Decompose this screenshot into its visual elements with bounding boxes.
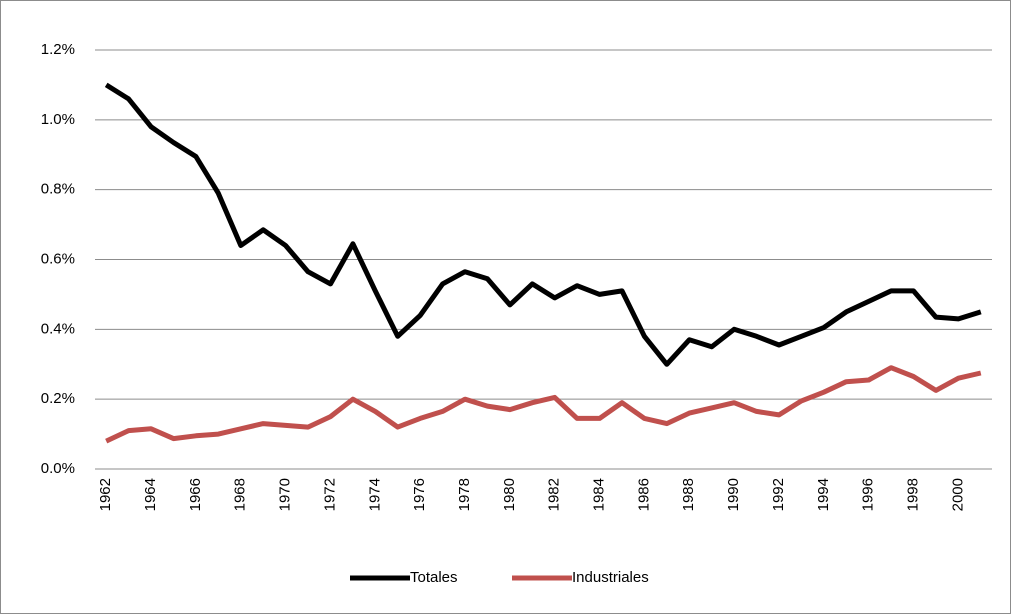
y-tick-label: 0.0% xyxy=(41,460,75,477)
x-tick-label: 1986 xyxy=(635,478,652,511)
x-tick-label: 1996 xyxy=(860,478,877,511)
x-tick-label: 1968 xyxy=(232,478,249,511)
x-tick-label: 1998 xyxy=(904,478,921,511)
line-series xyxy=(105,365,982,444)
x-tick-label: 1980 xyxy=(501,478,518,511)
x-tick-label: 1962 xyxy=(97,478,114,511)
x-tick-label: 1974 xyxy=(366,478,383,511)
y-tick-label: 1.2% xyxy=(41,41,75,58)
y-tick-label: 0.2% xyxy=(41,390,75,407)
x-tick-label: 1966 xyxy=(187,478,204,511)
x-tick-label: 1972 xyxy=(321,478,338,511)
line-series xyxy=(104,82,982,367)
x-tick-label: 1988 xyxy=(680,478,697,511)
x-tick-label: 1978 xyxy=(456,478,473,511)
legend-label: Industriales xyxy=(572,569,649,586)
x-tick-label: 1994 xyxy=(815,478,832,511)
x-tick-label: 1964 xyxy=(142,478,159,511)
legend-label: Totales xyxy=(410,569,458,586)
x-tick-label: 1992 xyxy=(770,478,787,511)
x-tick-label: 2000 xyxy=(949,478,966,511)
x-tick-label: 1976 xyxy=(411,478,428,511)
x-tick-label: 1970 xyxy=(277,478,294,511)
y-tick-label: 1.0% xyxy=(41,111,75,128)
x-tick-label: 1982 xyxy=(546,478,563,511)
y-tick-label: 0.8% xyxy=(41,181,75,198)
x-tick-label: 1984 xyxy=(591,478,608,511)
y-tick-label: 0.6% xyxy=(41,250,75,267)
x-tick-label: 1990 xyxy=(725,478,742,511)
y-tick-label: 0.4% xyxy=(41,320,75,337)
